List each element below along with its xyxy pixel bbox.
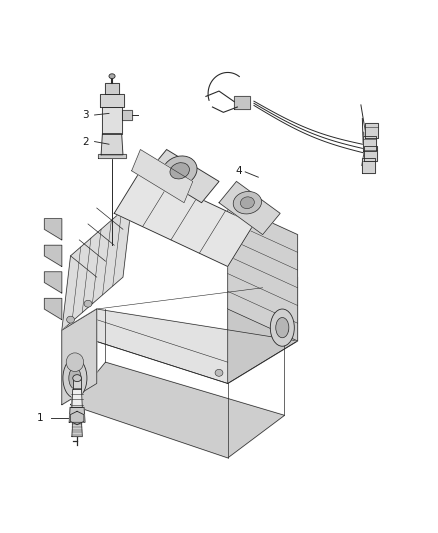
Text: 3: 3 xyxy=(82,110,89,120)
Polygon shape xyxy=(122,110,132,120)
Polygon shape xyxy=(362,158,375,173)
Ellipse shape xyxy=(69,368,81,389)
Text: 1: 1 xyxy=(37,413,43,423)
Ellipse shape xyxy=(67,316,74,323)
Ellipse shape xyxy=(170,163,190,179)
Polygon shape xyxy=(100,94,124,107)
Ellipse shape xyxy=(109,74,115,78)
Polygon shape xyxy=(228,277,297,383)
Polygon shape xyxy=(72,422,82,437)
Ellipse shape xyxy=(281,327,288,334)
Ellipse shape xyxy=(270,309,294,346)
Polygon shape xyxy=(234,96,250,109)
Polygon shape xyxy=(62,309,97,405)
Text: 4: 4 xyxy=(235,166,242,176)
Polygon shape xyxy=(44,298,62,320)
Ellipse shape xyxy=(215,369,223,376)
Polygon shape xyxy=(114,171,254,266)
Polygon shape xyxy=(219,181,280,235)
Polygon shape xyxy=(365,124,378,139)
Polygon shape xyxy=(62,203,132,330)
Polygon shape xyxy=(102,107,122,134)
Polygon shape xyxy=(363,136,376,151)
Polygon shape xyxy=(62,309,297,383)
Polygon shape xyxy=(105,83,119,94)
Polygon shape xyxy=(73,378,81,389)
Ellipse shape xyxy=(66,353,84,372)
Polygon shape xyxy=(72,389,82,407)
Polygon shape xyxy=(149,150,219,203)
Polygon shape xyxy=(98,154,126,158)
Ellipse shape xyxy=(276,318,289,338)
Ellipse shape xyxy=(240,197,254,208)
Text: 2: 2 xyxy=(82,136,89,147)
Polygon shape xyxy=(364,147,378,161)
Ellipse shape xyxy=(63,358,87,398)
Polygon shape xyxy=(71,362,285,458)
Polygon shape xyxy=(44,245,62,266)
Polygon shape xyxy=(70,411,84,425)
Ellipse shape xyxy=(84,300,92,307)
Ellipse shape xyxy=(73,375,81,382)
Polygon shape xyxy=(101,134,123,155)
Polygon shape xyxy=(69,407,85,422)
Polygon shape xyxy=(62,309,97,405)
Polygon shape xyxy=(44,219,62,240)
Polygon shape xyxy=(228,203,297,341)
Ellipse shape xyxy=(233,191,261,214)
Ellipse shape xyxy=(162,156,197,185)
Polygon shape xyxy=(44,272,62,293)
Polygon shape xyxy=(132,150,193,203)
